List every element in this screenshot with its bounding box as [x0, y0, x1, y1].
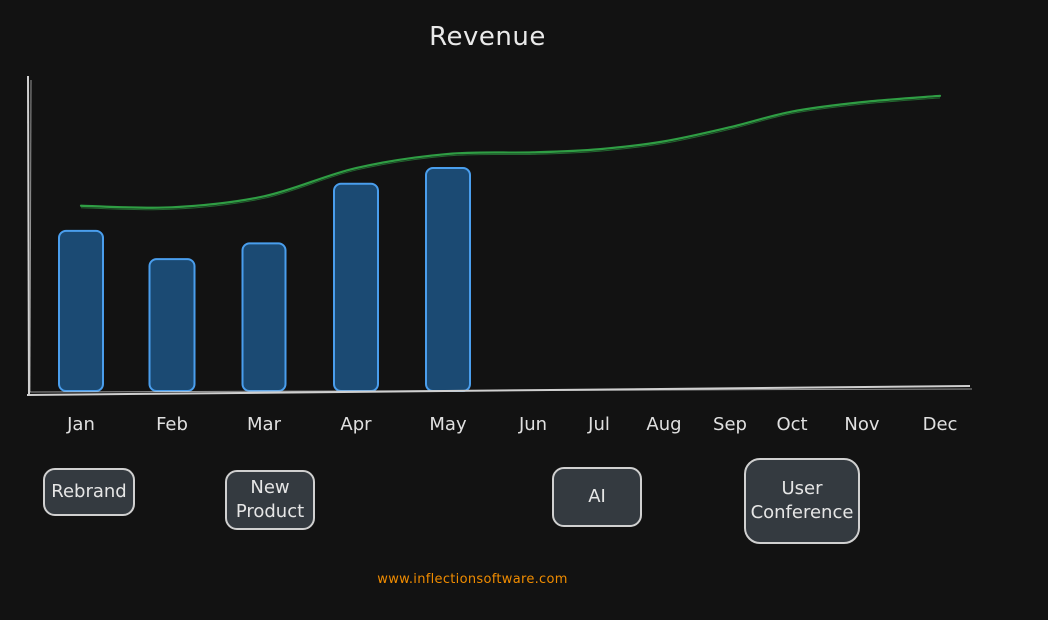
x-axis-sketch — [29, 388, 973, 393]
event-new-product: New Product — [225, 470, 315, 530]
footer-website: www.inflectionsoftware.com — [377, 572, 568, 587]
x-tick-dec: Dec — [923, 414, 958, 435]
x-tick-feb: Feb — [156, 414, 188, 435]
revenue-trend-line-sketch — [80, 97, 941, 211]
revenue-trend-line — [79, 94, 942, 209]
x-tick-jan: Jan — [66, 414, 95, 435]
x-tick-aug: Aug — [646, 414, 681, 435]
event-user-conference: User Conference — [744, 458, 860, 544]
event-new-product-label: New Product — [235, 477, 305, 522]
chart-title: Revenue — [429, 22, 546, 52]
x-tick-nov: Nov — [844, 414, 879, 435]
event-ai-label: AI — [588, 486, 606, 507]
x-tick-oct: Oct — [776, 414, 807, 435]
bar-jan — [58, 229, 104, 392]
x-tick-jun: Jun — [518, 414, 547, 435]
event-user-conference-label: User Conference — [750, 478, 854, 523]
x-tick-apr: Apr — [340, 414, 372, 435]
event-ai: AI — [552, 467, 642, 527]
x-tick-may: May — [429, 414, 467, 435]
bar-may — [425, 167, 471, 392]
x-tick-jul: Jul — [587, 414, 610, 435]
y-axis — [27, 75, 30, 396]
bar-mar — [241, 242, 287, 392]
bar-feb — [148, 258, 196, 392]
x-tick-mar: Mar — [247, 414, 282, 435]
y-axis-sketch — [29, 79, 32, 393]
x-tick-sep: Sep — [713, 414, 747, 435]
bar-apr — [333, 182, 379, 392]
event-rebrand: Rebrand — [43, 468, 135, 516]
event-rebrand-label: Rebrand — [51, 481, 127, 502]
